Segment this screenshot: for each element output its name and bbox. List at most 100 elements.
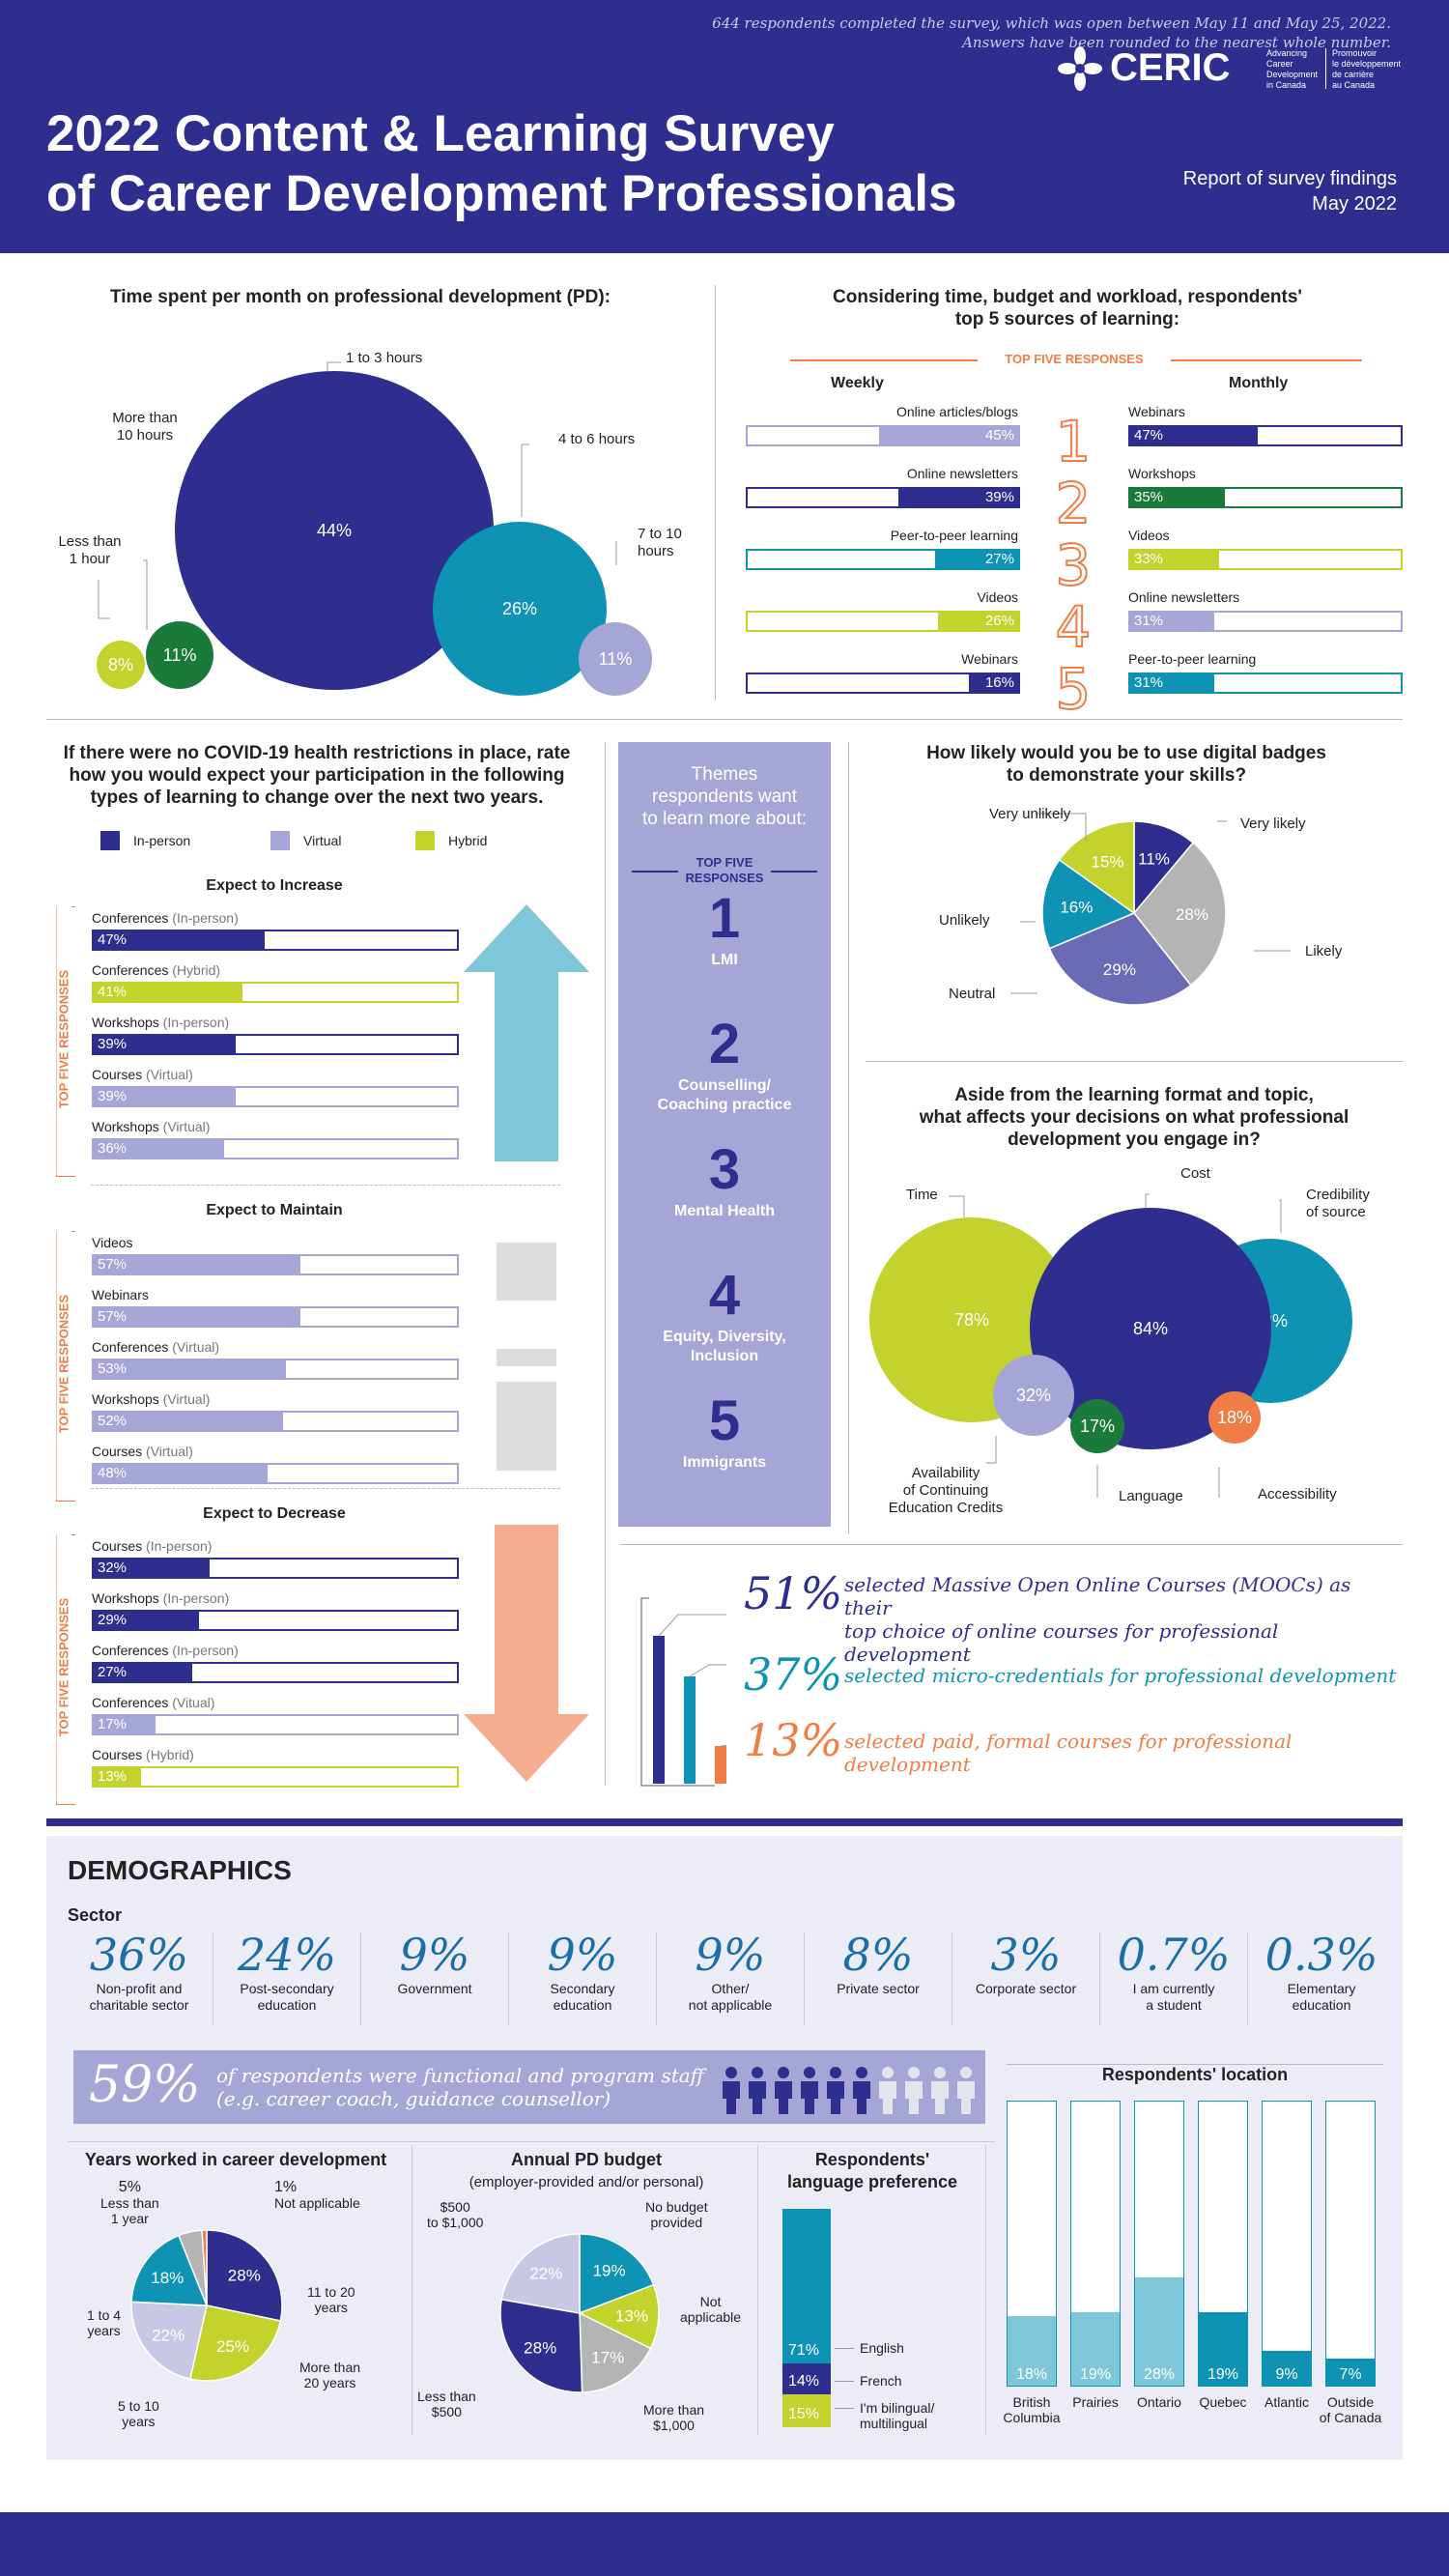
theme-label-2: Coaching practice [657, 1097, 792, 1113]
legend-swatch-hybrid [415, 831, 435, 850]
location-label-0: British Columbia [1003, 2394, 1061, 2425]
budget-slice-label-4: 22% [529, 2265, 562, 2283]
covid-bar-fill-2-3: 17% [94, 1716, 156, 1733]
theme-label-4: Equity, Diversity, [663, 1329, 786, 1345]
group-title-0: Expect to Increase [206, 877, 343, 894]
sector-stat-2: 9% Government [363, 1929, 506, 1997]
language-label-0: English [860, 2340, 904, 2356]
location-label-1: Prairies [1072, 2394, 1119, 2410]
covid-bar-2-1: 29% [92, 1610, 459, 1631]
logo-tagline-fr: Promouvoir le développement de carrière au … [1332, 48, 1402, 90]
location-bar-3: 19% [1198, 2101, 1248, 2387]
bubble-more-than-10-hours: 11% [146, 621, 213, 689]
label-1-to-3-hours: 1 to 3 hours [346, 350, 423, 366]
covid-bar-0-4: 36% [92, 1138, 459, 1159]
theme-num-4: 4 [708, 1264, 741, 1327]
course-pct-0: 51% [744, 1567, 843, 1619]
language-seg-0: 71% [782, 2209, 831, 2364]
budget-slice-2 [579, 2311, 652, 2393]
covid-item-label-2-2: Conferences (In-person) [92, 1643, 239, 1658]
badges-pie: 11% 28% 29% 16% 15% [1010, 813, 1291, 1006]
language-seg-1: 14% [782, 2363, 831, 2395]
label-budget-na: Not applicable [680, 2294, 742, 2325]
person-icon [775, 2067, 792, 2114]
monthly-bar-0: 47% [1128, 425, 1403, 446]
weekly-bar-fill-1: 39% [897, 489, 1018, 506]
years-slice-1 [188, 2304, 282, 2382]
sector-label-3: education [553, 1997, 612, 2013]
covid-bar-2-3: 17% [92, 1714, 459, 1735]
person-icon [931, 2067, 949, 2114]
language-seg-2: 15% [782, 2394, 831, 2427]
person-icon [957, 2067, 975, 2114]
theme-item-3: 3 Mental Health [618, 1137, 831, 1263]
sector-pct-7: 0.7% [1117, 1929, 1231, 1981]
legend-in-person: In-person [133, 833, 191, 848]
ceric-logo: CERIC Advancing Career Development in Canad… [1058, 43, 1406, 97]
logo-wordmark: CERIC [1110, 46, 1231, 89]
sector-stat-4: 9% Other/not applicable [659, 1929, 802, 2014]
covid-bar-2-2: 27% [92, 1662, 459, 1683]
label-500-1000: $500 to $1,000 [427, 2199, 484, 2230]
decrease-arrow-icon [464, 1525, 589, 1782]
side-label-0: TOP FIVE RESPONSES [56, 903, 71, 1175]
theme-item-2: 2 Counselling/Coaching practice [618, 1012, 831, 1137]
covid-legend: In-person Virtual Hybrid [100, 829, 622, 852]
location-chart: 18% British Columbia 19% Prairies 28% Ontario 1… [1003, 2101, 1393, 2448]
covid-bar-fill-0-1: 41% [94, 984, 243, 1001]
demographics-panel: DEMOGRAPHICS Sector 36% Non-profit and cha… [46, 1836, 1403, 2460]
legend-swatch-virtual [270, 831, 290, 850]
label-less-than-1-hour: Less than 1 hour [58, 533, 122, 567]
label-cost: Cost [1180, 1165, 1210, 1182]
location-bar-0: 18% [1007, 2101, 1057, 2387]
covid-bar-fill-2-0: 32% [94, 1560, 211, 1577]
person-icon [879, 2067, 896, 2114]
sector-stat-3: 9% Secondary education [511, 1929, 654, 2014]
weekly-label-2: Peer-to-peer learning [890, 528, 1018, 543]
course-pct-2: 13% [744, 1714, 843, 1766]
course-pct-1: 37% [744, 1648, 843, 1701]
covid-bar-0-3: 39% [92, 1086, 459, 1107]
sector-label-2: Government [397, 1981, 472, 1996]
sector-pct-8: 0.3% [1264, 1929, 1378, 1981]
covid-bar-0-2: 39% [92, 1034, 459, 1055]
location-bar-4: 9% [1262, 2101, 1312, 2387]
weekly-label-0: Online articles/blogs [895, 404, 1018, 419]
label-more-1000: More than $1,000 [643, 2402, 705, 2433]
years-chart: 28% 25% 22% 18% 11 to 20 years More than 20 y… [62, 2180, 410, 2441]
theme-num-1: 1 [708, 887, 741, 950]
covid-item-label-0-2: Workshops (In-person) [92, 1015, 230, 1030]
covid-title: If there were no COVID-19 health restric… [63, 743, 571, 808]
sector-stat-0: 36% Non-profit and charitable sector [68, 1929, 211, 2014]
location-bar-1: 19% [1070, 2101, 1121, 2387]
badges-title: How likely would you be to use digital b… [926, 743, 1326, 786]
label-less-500: Less than $500 [417, 2389, 476, 2419]
label-7-to-10-hours: 7 to 10 hours [638, 526, 682, 559]
monthly-bar-fill-0: 47% [1130, 427, 1258, 444]
theme-item-1: 1 LMI [618, 886, 831, 1012]
years-slice-label-1: 25% [216, 2337, 249, 2356]
location-bar-5: 7% [1325, 2101, 1376, 2387]
location-bar-fill-1: 19% [1071, 2312, 1120, 2386]
covid-bar-fill-2-2: 27% [94, 1664, 192, 1681]
language-label-2: I'm bilingual/multilingual [860, 2400, 935, 2431]
increase-arrow-icon [464, 904, 589, 1161]
monthly-bar-fill-3: 31% [1130, 613, 1214, 630]
label-very-unlikely: Very unlikely [989, 806, 1071, 822]
sector-pct-3: 9% [547, 1929, 618, 1981]
staff-banner: 59% of respondents were functional and p… [73, 2050, 985, 2124]
covid-item-label-1-1: Webinars [92, 1287, 149, 1302]
badges-slice-label-1: 28% [1176, 905, 1208, 924]
staff-people-icons [721, 2066, 981, 2114]
language-title: Respondents' language preference [786, 2150, 958, 2191]
years-slice-3 [130, 2234, 209, 2306]
sector-stat-6: 3% Corporate sector [954, 1929, 1097, 1997]
weekly-bar-4: 16% [746, 673, 1020, 694]
sector-label-4: not applicable [688, 1997, 773, 2013]
weekly-bar-fill-4: 16% [968, 674, 1018, 692]
budget-slice-label-2: 17% [591, 2348, 624, 2366]
label-4-to-6-hours: 4 to 6 hours [558, 431, 636, 447]
label-unlikely: Unlikely [939, 912, 990, 929]
themes-panel: Themes respondents want to learn more abou… [618, 742, 831, 1527]
person-icon [827, 2067, 844, 2114]
